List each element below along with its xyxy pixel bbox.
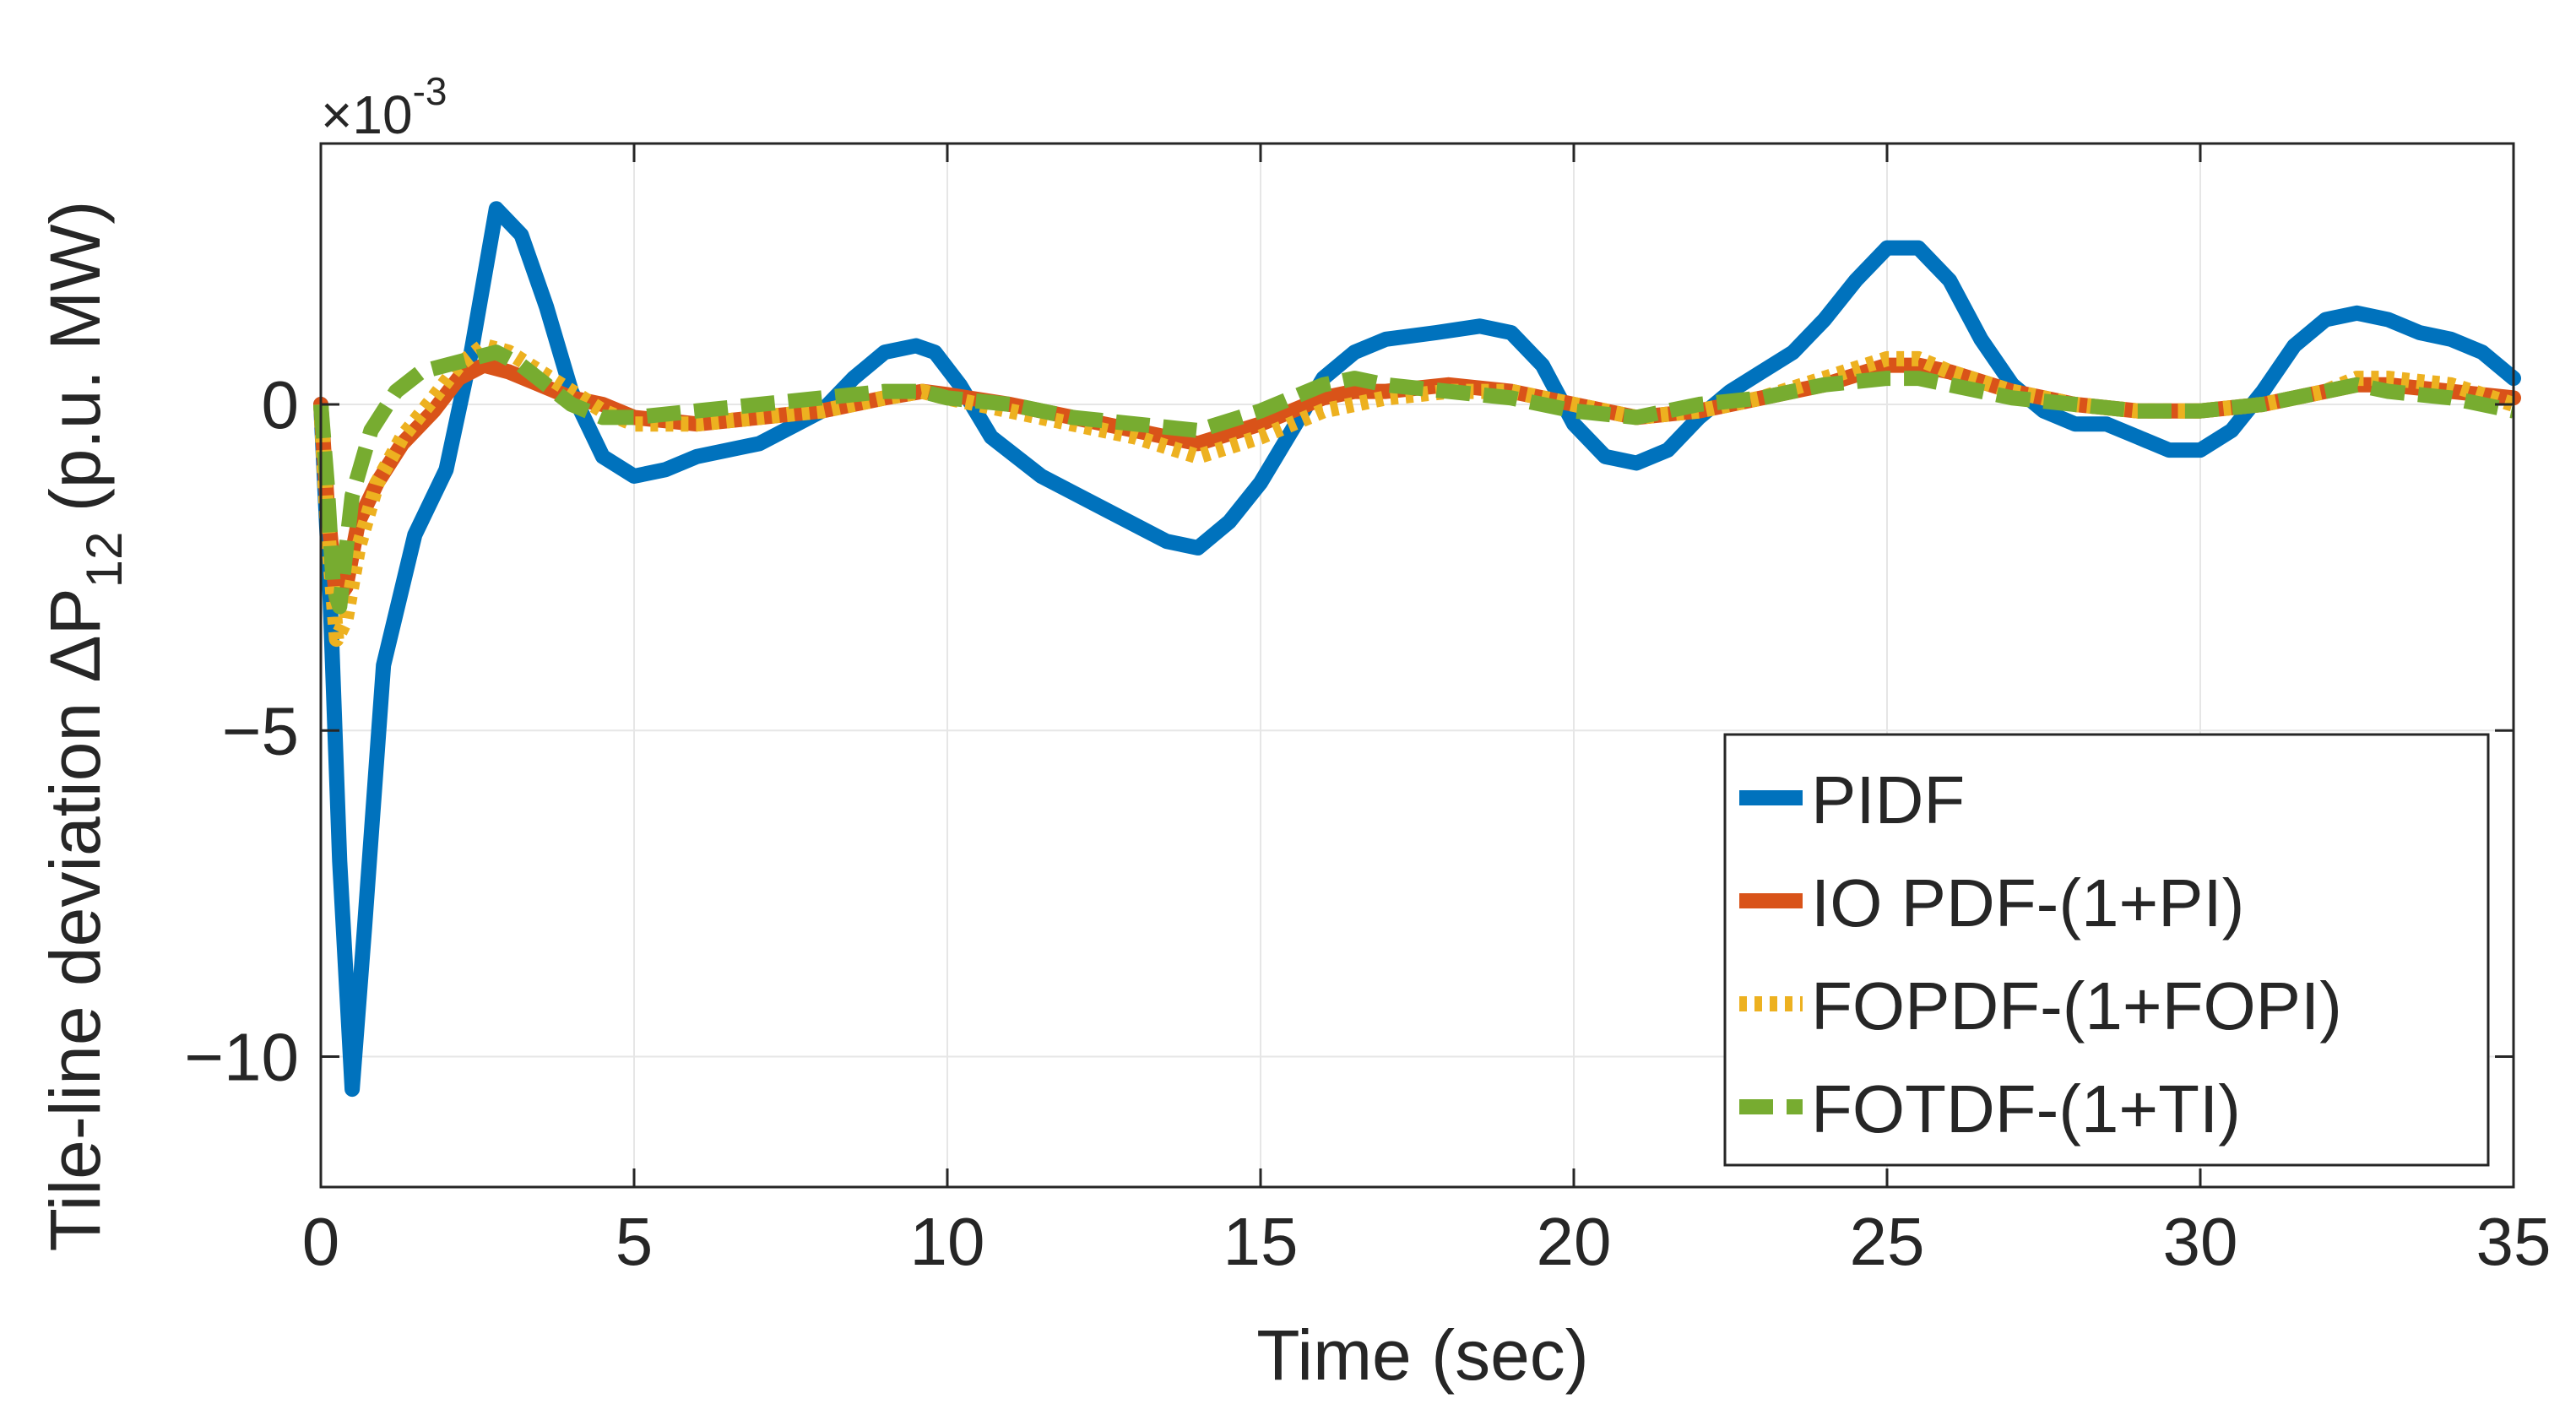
- x-tick-label: 35: [2476, 1204, 2552, 1279]
- legend-label: PIDF: [1811, 762, 1965, 838]
- y-multiplier: ×10-3: [321, 69, 447, 145]
- y-axis-label: Tile-line deviation ΔP12 (p.u. MW): [35, 201, 133, 1252]
- tick-layer: 0 5 10 15 20 25 30 35 −10 −5 0: [184, 144, 2551, 1279]
- series-line-fotdf-1-ti-: [313, 344, 2515, 615]
- x-tick-label: 30: [2163, 1204, 2238, 1279]
- y-tick-label: 0: [262, 367, 300, 442]
- series-layer: [313, 201, 2521, 1098]
- x-tick-label: 25: [1850, 1204, 1925, 1279]
- x-tick-label: 20: [1537, 1204, 1612, 1279]
- x-tick-label: 0: [302, 1204, 340, 1279]
- x-tick-label: 10: [910, 1204, 985, 1279]
- legend-label: IO PDF-(1+PI): [1811, 865, 2244, 941]
- legend-box: [1723, 733, 2490, 1167]
- x-axis-label: Time (sec): [1256, 1315, 1589, 1395]
- legend-label: FOPDF-(1+FOPI): [1811, 968, 2342, 1044]
- legend-label: FOTDF-(1+TI): [1811, 1071, 2241, 1147]
- legend: PIDF IO PDF-(1+PI) FOPDF-(1+FOPI) FOTDF-(1+…: [1723, 733, 2490, 1167]
- y-tick-label: −10: [184, 1020, 299, 1095]
- x-tick-label: 15: [1223, 1204, 1299, 1279]
- y-tick-label: −5: [222, 693, 299, 768]
- axes-box: [319, 142, 2515, 1189]
- x-tick-label: 5: [616, 1204, 653, 1279]
- series-line-pidf: [313, 201, 2521, 1098]
